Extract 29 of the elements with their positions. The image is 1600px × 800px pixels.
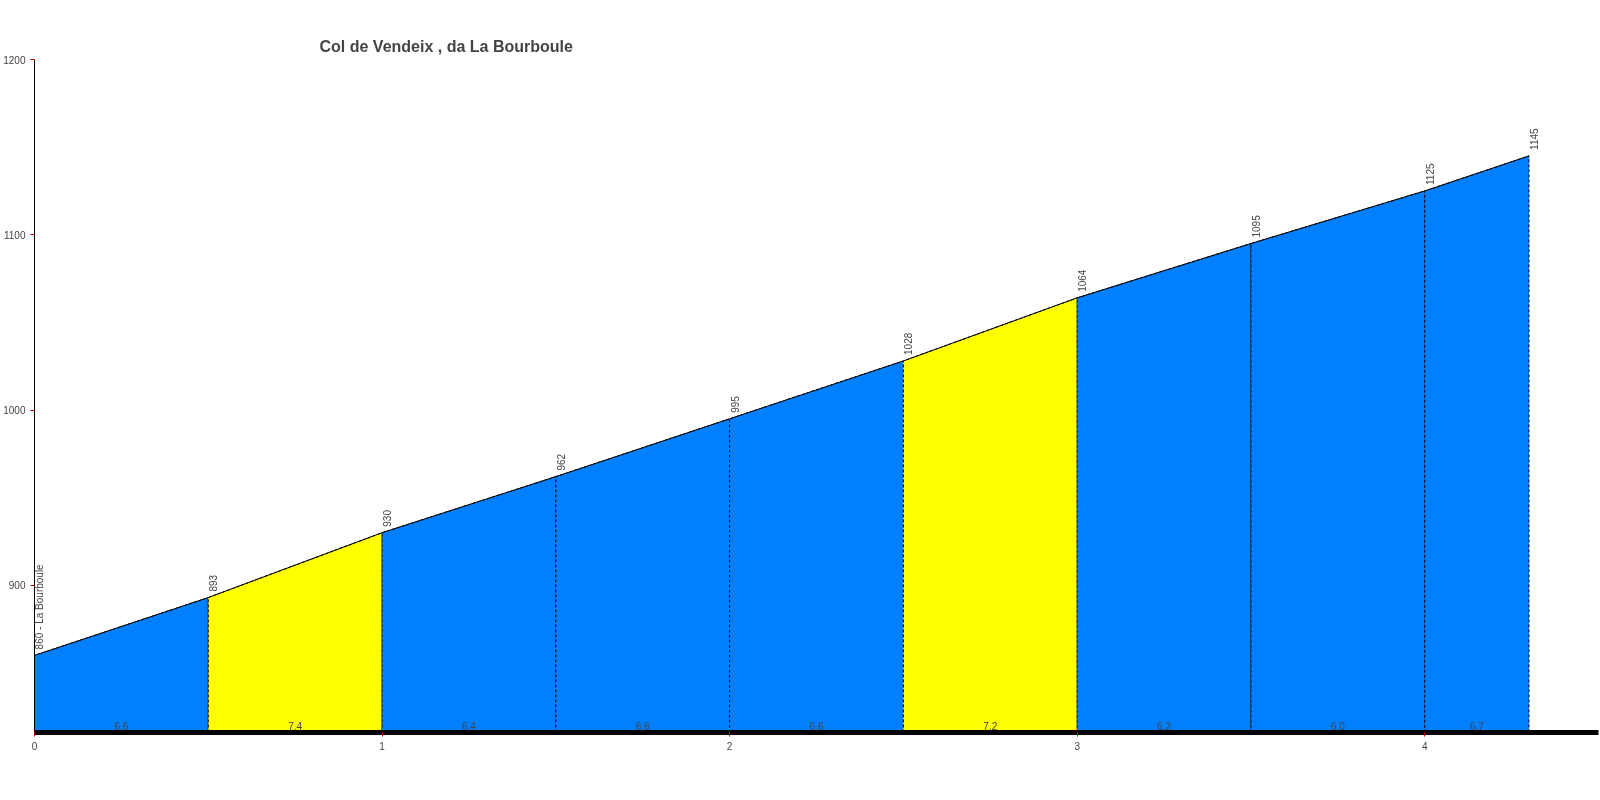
data-label: 1125 [1424,163,1436,185]
annotation: 6,2 [1157,720,1172,732]
x-tick-label: 0 [31,740,38,752]
x-tick-label: 4 [1421,740,1428,752]
annotation: 6,0 [1330,720,1346,732]
annotation: 6,4 [461,720,477,732]
y-tick-label: 1200 [3,54,26,66]
data-label: 1028 [903,332,915,355]
data-label: 995 [729,395,741,413]
y-tick-label: 1000 [3,405,26,417]
x-tick-label: 3 [1074,740,1081,752]
y-tick-label: 1100 [4,229,26,241]
data-label: 1145 [1528,127,1540,150]
x-tick-label: 2 [726,740,733,752]
annotation: 6,6 [809,720,824,732]
annotation: 6,7 [1469,720,1485,732]
x-tick-label: 1 [379,740,386,752]
data-label: 962 [555,453,567,471]
data-label: 1095 [1250,214,1262,238]
annotation: 7,4 [288,720,303,732]
data-label: 893 [208,574,220,592]
data-label: 1064 [1077,269,1089,292]
annotation: 7,2 [983,720,998,732]
data-label: 860 - La Bourboule [34,563,45,650]
annotation: 6,6 [114,720,129,732]
y-tick-label: 900 [8,580,26,592]
data-label: 930 [382,509,394,527]
chart-title: Col de Vendeix , da La Bourboule [319,37,573,55]
annotation: 6,6 [635,720,651,732]
